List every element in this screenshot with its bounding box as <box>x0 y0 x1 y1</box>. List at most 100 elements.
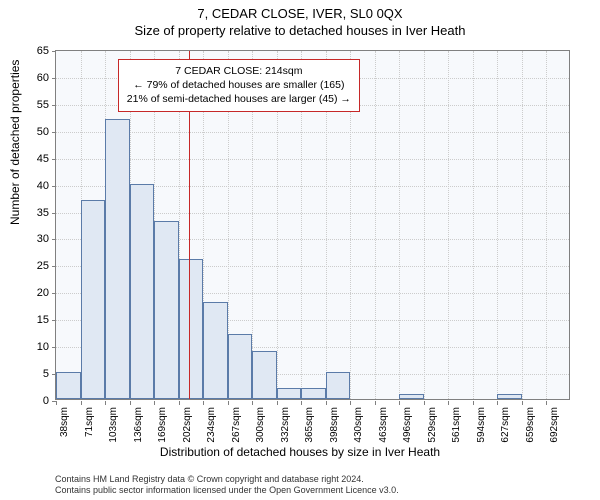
histogram-bar <box>105 119 130 399</box>
xtick-label: 136sqm <box>133 407 144 443</box>
gridline-v <box>546 51 547 399</box>
xtick-label: 202sqm <box>182 407 193 443</box>
gridline-v <box>473 51 474 399</box>
gridline-v <box>497 51 498 399</box>
xtick-label: 594sqm <box>476 407 487 443</box>
xtick-label: 627sqm <box>500 407 511 443</box>
xtick-mark <box>130 401 131 405</box>
ytick-label: 45 <box>19 153 49 165</box>
xtick-mark <box>497 401 498 405</box>
plot-area: 0510152025303540455055606538sqm71sqm103s… <box>55 50 570 400</box>
xtick-mark <box>154 401 155 405</box>
y-axis-label: Number of detached properties <box>8 60 22 225</box>
gridline-h <box>56 132 569 133</box>
footer-attribution: Contains HM Land Registry data © Crown c… <box>55 474 399 497</box>
histogram-bar <box>130 184 155 399</box>
xtick-mark <box>350 401 351 405</box>
xtick-label: 71sqm <box>84 407 95 437</box>
ytick-mark <box>52 159 56 160</box>
ytick-label: 20 <box>19 287 49 299</box>
ytick-label: 35 <box>19 207 49 219</box>
xtick-mark <box>252 401 253 405</box>
ytick-mark <box>52 293 56 294</box>
ytick-mark <box>52 105 56 106</box>
ytick-label: 60 <box>19 72 49 84</box>
xtick-mark <box>399 401 400 405</box>
xtick-label: 692sqm <box>549 407 560 443</box>
ytick-label: 25 <box>19 260 49 272</box>
xtick-label: 234sqm <box>206 407 217 443</box>
ytick-mark <box>52 266 56 267</box>
ytick-mark <box>52 213 56 214</box>
xtick-mark <box>105 401 106 405</box>
xtick-label: 365sqm <box>304 407 315 443</box>
xtick-mark <box>277 401 278 405</box>
ytick-mark <box>52 347 56 348</box>
footer-line1: Contains HM Land Registry data © Crown c… <box>55 474 399 485</box>
xtick-mark <box>448 401 449 405</box>
ytick-mark <box>52 239 56 240</box>
xtick-mark <box>203 401 204 405</box>
histogram-bar <box>203 302 228 399</box>
histogram-bar <box>56 372 81 399</box>
ytick-label: 0 <box>19 395 49 407</box>
annotation-line1: 7 CEDAR CLOSE: 214sqm <box>127 64 351 78</box>
xtick-mark <box>326 401 327 405</box>
ytick-mark <box>52 132 56 133</box>
histogram-bar <box>179 259 204 399</box>
xtick-label: 267sqm <box>231 407 242 443</box>
xtick-mark <box>81 401 82 405</box>
xtick-label: 398sqm <box>329 407 340 443</box>
ytick-label: 40 <box>19 180 49 192</box>
ytick-label: 65 <box>19 45 49 57</box>
gridline-v <box>375 51 376 399</box>
xtick-label: 38sqm <box>59 407 70 437</box>
annotation-line2: ← 79% of detached houses are smaller (16… <box>127 78 351 92</box>
annotation-box: 7 CEDAR CLOSE: 214sqm← 79% of detached h… <box>118 59 360 112</box>
footer-line2: Contains public sector information licen… <box>55 485 399 496</box>
chart-container: 0510152025303540455055606538sqm71sqm103s… <box>55 50 570 400</box>
xtick-mark <box>179 401 180 405</box>
xtick-mark <box>473 401 474 405</box>
histogram-bar <box>277 388 302 399</box>
ytick-mark <box>52 320 56 321</box>
xtick-mark <box>424 401 425 405</box>
xtick-mark <box>301 401 302 405</box>
x-axis-label: Distribution of detached houses by size … <box>0 445 600 459</box>
xtick-mark <box>228 401 229 405</box>
chart-title-sub: Size of property relative to detached ho… <box>0 21 600 38</box>
ytick-label: 15 <box>19 314 49 326</box>
xtick-label: 103sqm <box>108 407 119 443</box>
xtick-label: 529sqm <box>427 407 438 443</box>
xtick-label: 169sqm <box>157 407 168 443</box>
ytick-label: 10 <box>19 341 49 353</box>
xtick-label: 300sqm <box>255 407 266 443</box>
ytick-mark <box>52 51 56 52</box>
chart-title-main: 7, CEDAR CLOSE, IVER, SL0 0QX <box>0 0 600 21</box>
ytick-label: 30 <box>19 233 49 245</box>
histogram-bar <box>252 351 277 399</box>
xtick-label: 463sqm <box>378 407 389 443</box>
xtick-mark <box>56 401 57 405</box>
ytick-label: 50 <box>19 126 49 138</box>
gridline-v <box>522 51 523 399</box>
gridline-v <box>424 51 425 399</box>
xtick-mark <box>375 401 376 405</box>
xtick-label: 332sqm <box>280 407 291 443</box>
annotation-line3: 21% of semi-detached houses are larger (… <box>127 92 351 106</box>
histogram-bar <box>326 372 351 399</box>
histogram-bar <box>228 334 253 399</box>
ytick-mark <box>52 78 56 79</box>
xtick-label: 659sqm <box>525 407 536 443</box>
histogram-bar <box>301 388 326 399</box>
ytick-mark <box>52 186 56 187</box>
ytick-label: 5 <box>19 368 49 380</box>
histogram-bar <box>497 394 522 399</box>
xtick-label: 496sqm <box>402 407 413 443</box>
histogram-bar <box>81 200 106 399</box>
gridline-v <box>399 51 400 399</box>
xtick-label: 430sqm <box>353 407 364 443</box>
gridline-v <box>448 51 449 399</box>
ytick-label: 55 <box>19 99 49 111</box>
xtick-label: 561sqm <box>451 407 462 443</box>
